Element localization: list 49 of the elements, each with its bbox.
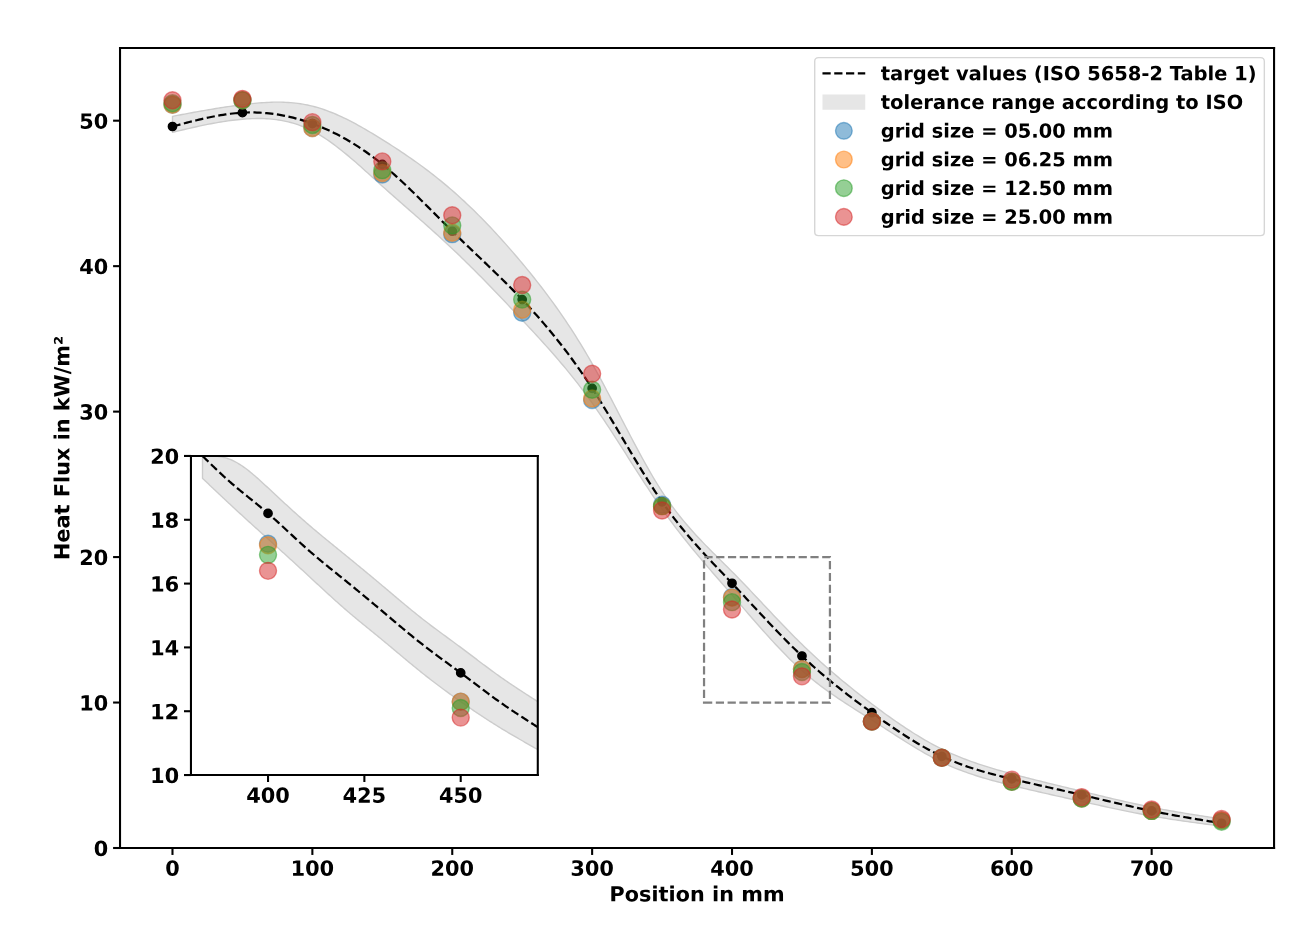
point bbox=[652, 501, 672, 520]
point bbox=[512, 290, 532, 309]
y-tick-label: 16 bbox=[152, 576, 179, 592]
x-tick-label: 700 bbox=[1131, 860, 1173, 876]
y-tick-label: 20 bbox=[80, 549, 108, 566]
point bbox=[797, 651, 807, 661]
point bbox=[455, 668, 466, 678]
y-axis-title: Heat Flux in kW/m² bbox=[53, 337, 72, 559]
y-tick-label: 14 bbox=[152, 640, 179, 656]
point bbox=[582, 364, 602, 383]
annotation: tolerance range according to ISO bbox=[881, 94, 1243, 114]
y-tick-label: 0 bbox=[94, 840, 108, 857]
point bbox=[792, 667, 812, 686]
point bbox=[258, 545, 278, 565]
x-tick-label: 450 bbox=[439, 787, 482, 803]
point bbox=[167, 121, 178, 132]
y-tick-label: 30 bbox=[80, 404, 108, 420]
x-tick-label: 100 bbox=[292, 860, 334, 876]
point bbox=[373, 152, 392, 171]
x-tick-label: 600 bbox=[991, 860, 1033, 876]
y-tick-label: 12 bbox=[152, 703, 178, 720]
x-tick-label: 400 bbox=[711, 860, 753, 876]
point bbox=[258, 561, 278, 581]
x-tick-label: 425 bbox=[343, 787, 385, 803]
x-tick-label: 500 bbox=[851, 860, 893, 876]
point bbox=[263, 508, 273, 519]
x-axis-title: Position in mm bbox=[611, 885, 784, 902]
x-tick-label: 300 bbox=[571, 860, 613, 876]
point bbox=[451, 708, 470, 727]
legend-label: grid size = 25.00 mm bbox=[881, 208, 1112, 228]
point bbox=[237, 107, 248, 118]
point bbox=[512, 275, 532, 295]
point bbox=[582, 380, 602, 399]
point bbox=[867, 707, 877, 718]
legend-label: grid size = 12.50 mm bbox=[881, 180, 1112, 200]
x-tick-label: 200 bbox=[432, 860, 473, 876]
y-tick-label: 50 bbox=[80, 113, 108, 129]
legend-label: grid size = 06.25 mm bbox=[881, 151, 1112, 171]
y-tick-label: 40 bbox=[80, 258, 108, 275]
y-tick-label: 18 bbox=[152, 512, 178, 528]
point bbox=[443, 206, 462, 225]
legend-label: grid size = 05.00 mm bbox=[881, 122, 1112, 142]
point bbox=[722, 600, 742, 619]
y-tick-label: 10 bbox=[81, 694, 108, 711]
legend-label: target values (ISO 5658-2 Table 1) bbox=[881, 65, 1255, 85]
y-tick-label: 10 bbox=[152, 767, 179, 784]
y-tick-label: 20 bbox=[151, 448, 179, 465]
point bbox=[727, 578, 737, 589]
x-tick-label: 400 bbox=[247, 787, 289, 803]
